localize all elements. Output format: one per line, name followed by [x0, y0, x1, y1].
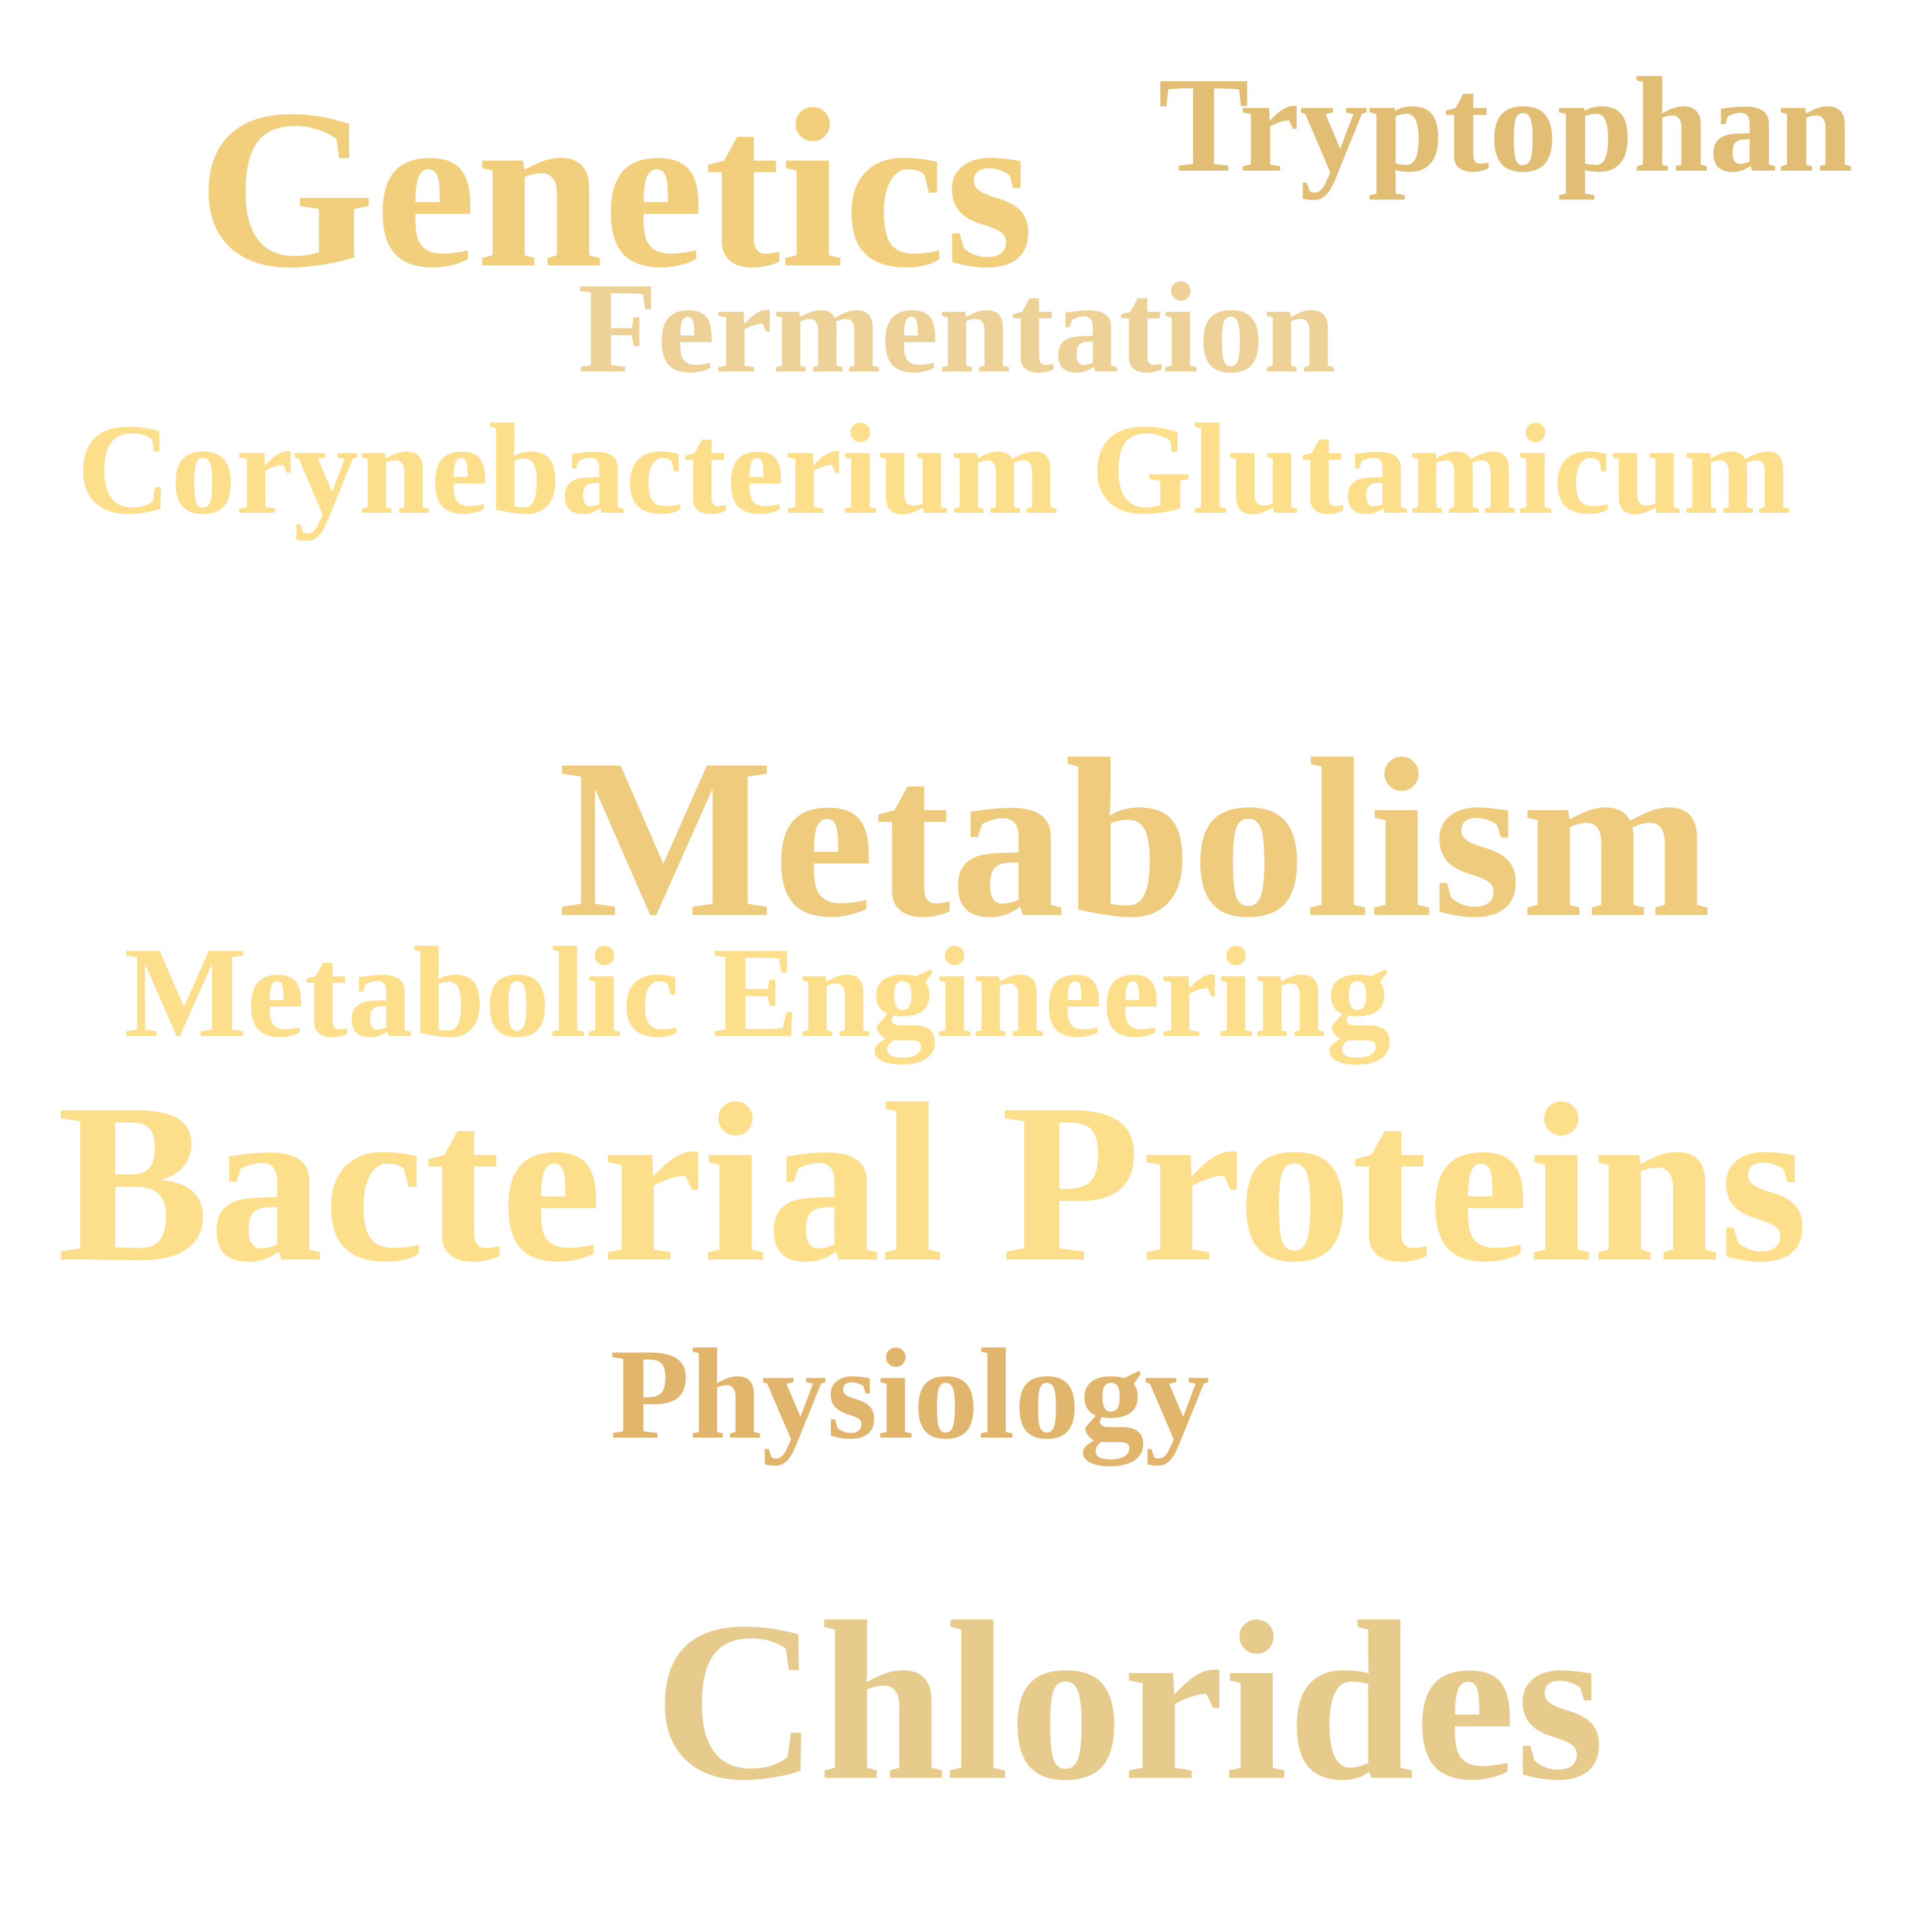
word-corynebacterium-glutamicum: Corynebacterium Glutamicum: [77, 397, 1792, 541]
word-bacterial-proteins: Bacterial Proteins: [57, 1056, 1808, 1309]
word-metabolism: Metabolism: [558, 712, 1712, 965]
word-genetics: Genetics: [197, 62, 1034, 315]
word-tryptophan: Tryptophan: [1158, 50, 1853, 200]
word-physiology: Physiology: [610, 1322, 1210, 1466]
word-chlorides: Chlorides: [654, 1574, 1605, 1827]
word-fermentation: Fermentation: [578, 256, 1336, 400]
word-metabolic-engineering: Metabolic Engineering: [124, 920, 1391, 1064]
